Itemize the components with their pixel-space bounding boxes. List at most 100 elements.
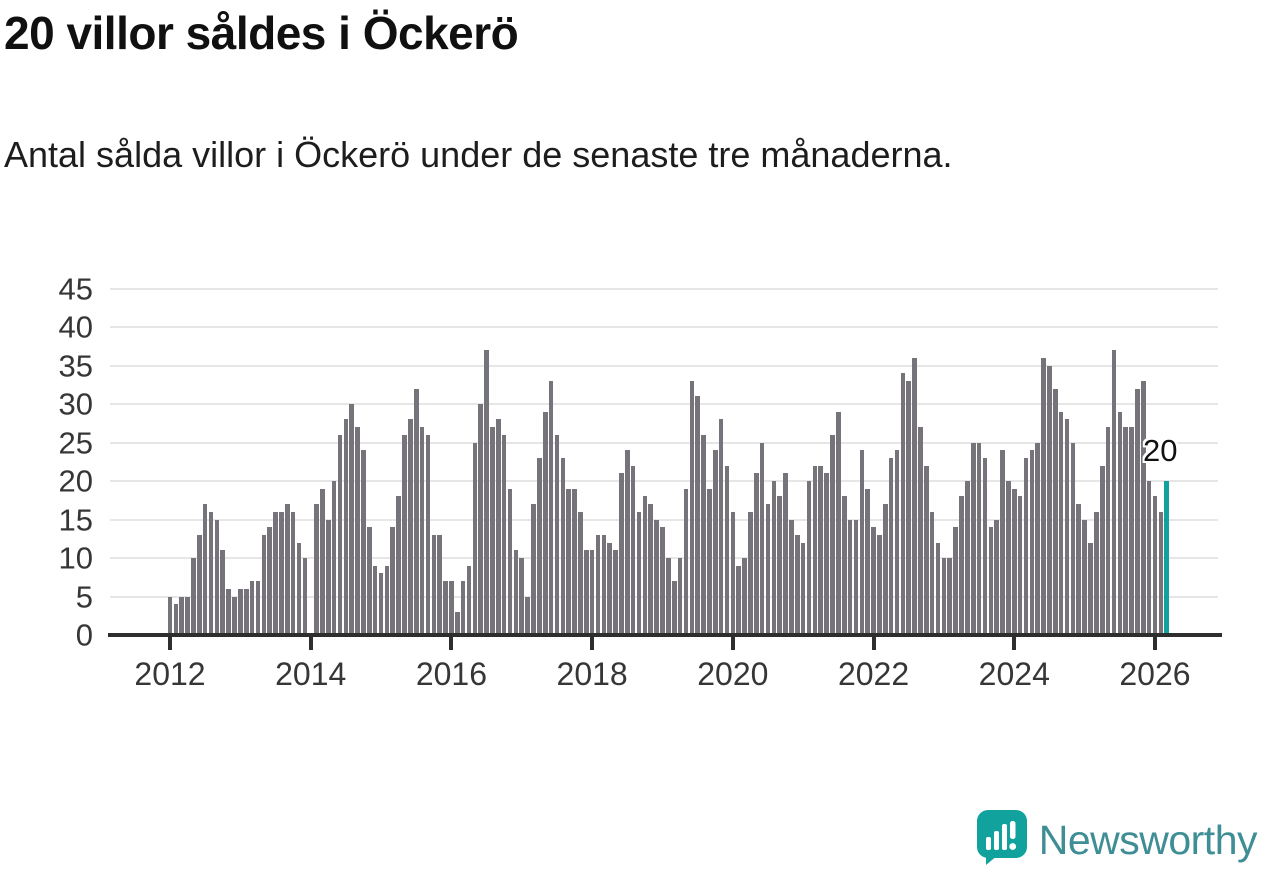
bar xyxy=(595,534,601,635)
bar xyxy=(882,504,888,635)
x-axis-label: 2026 xyxy=(1119,656,1191,692)
bar xyxy=(454,611,460,635)
bar xyxy=(965,481,970,635)
newsworthy-wordmark: Newsworthy xyxy=(1038,816,1258,863)
gridline xyxy=(110,403,1218,405)
bar xyxy=(1146,481,1152,635)
bar xyxy=(238,588,243,635)
y-axis-label: 10 xyxy=(58,540,93,576)
bar xyxy=(208,511,214,635)
axis-tick xyxy=(308,637,313,650)
bar xyxy=(970,442,976,635)
bar xyxy=(1094,511,1099,635)
bar xyxy=(1099,465,1105,635)
bar xyxy=(847,519,853,635)
bar xyxy=(320,488,325,635)
bar xyxy=(683,488,689,635)
bar xyxy=(531,504,536,635)
bar xyxy=(607,542,613,635)
bar xyxy=(443,581,448,635)
bar xyxy=(613,550,618,635)
bar xyxy=(824,473,829,635)
bar xyxy=(279,511,284,635)
bar xyxy=(818,465,824,635)
bar xyxy=(994,519,999,635)
bar xyxy=(554,434,560,635)
bar xyxy=(1088,542,1093,635)
bar xyxy=(548,380,554,635)
chart-title: 20 villor såldes i Öckerö xyxy=(4,7,519,59)
bar xyxy=(976,442,982,635)
bar xyxy=(924,465,929,635)
bar xyxy=(290,511,296,635)
axis-tick xyxy=(871,637,876,650)
bar xyxy=(249,581,255,635)
y-axis-label: 20 xyxy=(58,463,93,499)
bar xyxy=(314,504,319,635)
bar xyxy=(707,488,712,635)
bar xyxy=(191,558,196,635)
bar xyxy=(425,434,431,635)
bar xyxy=(589,550,595,635)
bar xyxy=(877,534,882,635)
bar xyxy=(261,534,267,635)
bar xyxy=(337,434,343,635)
x-axis-label: 2012 xyxy=(134,656,206,692)
latest-value-label: 20 xyxy=(1143,433,1178,468)
bar xyxy=(1082,519,1087,635)
bar xyxy=(625,450,630,635)
y-axis-label: 40 xyxy=(58,309,93,345)
bar xyxy=(384,565,390,635)
bar xyxy=(566,488,571,635)
bar xyxy=(630,465,636,635)
bar xyxy=(1105,427,1111,635)
bar xyxy=(572,488,577,635)
gridline xyxy=(110,441,1218,444)
bar xyxy=(220,550,226,635)
x-axis-label: 2024 xyxy=(978,656,1050,692)
bar xyxy=(1111,350,1117,635)
bar xyxy=(466,565,472,635)
bar xyxy=(929,511,935,635)
bar xyxy=(701,434,706,635)
bar xyxy=(912,357,917,635)
bar xyxy=(367,527,372,635)
bar xyxy=(378,573,384,635)
axis-tick xyxy=(1012,637,1017,650)
bar xyxy=(695,396,700,635)
bar xyxy=(173,604,179,635)
axis-tick xyxy=(449,637,454,650)
x-axis-label: 2014 xyxy=(275,656,347,692)
bar xyxy=(226,588,231,635)
bar xyxy=(1058,411,1064,635)
bar xyxy=(660,527,665,635)
newsworthy-logo: Newsworthy xyxy=(976,809,1258,870)
bar xyxy=(284,504,290,635)
bar xyxy=(830,434,835,635)
bar xyxy=(273,511,278,635)
axis-tick xyxy=(1152,637,1157,650)
bar xyxy=(460,581,466,635)
bar xyxy=(642,496,648,635)
bar xyxy=(302,558,308,635)
bar xyxy=(202,504,208,635)
bar xyxy=(519,558,525,635)
y-axis-label: 30 xyxy=(58,386,93,422)
bar xyxy=(795,534,800,635)
bar xyxy=(472,442,478,635)
bar xyxy=(179,596,185,635)
bar xyxy=(496,419,501,635)
current-period-bar xyxy=(1164,481,1169,635)
bar xyxy=(1041,357,1046,635)
bar xyxy=(1011,488,1017,635)
gridline xyxy=(110,480,1218,482)
axis-tick xyxy=(590,637,595,650)
bar xyxy=(671,581,677,635)
bar xyxy=(712,450,718,635)
bar xyxy=(1140,380,1146,635)
bar xyxy=(759,442,765,635)
x-axis-line xyxy=(108,633,1222,637)
bar xyxy=(1064,419,1070,635)
bar xyxy=(841,496,847,635)
bar xyxy=(419,427,425,635)
